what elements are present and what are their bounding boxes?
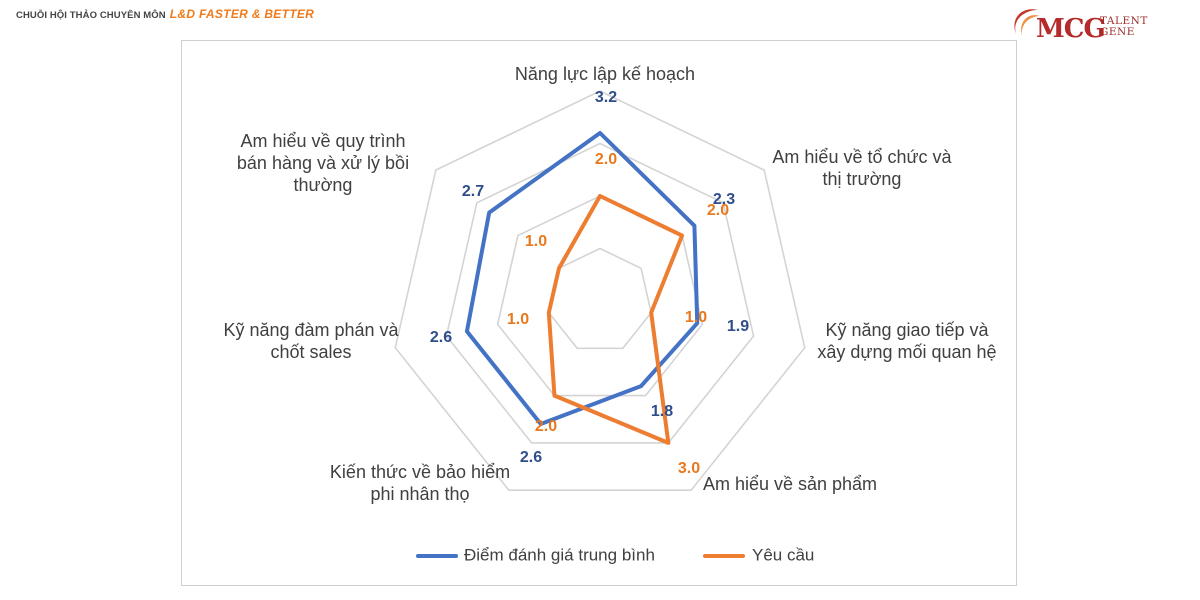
axis-label-2: Am hiểu về tổ chức và thị trường bbox=[772, 147, 952, 189]
data-label-score-7: 2.7 bbox=[462, 183, 484, 200]
axis-label-7: Am hiểu về quy trình bán hàng và xử lý bồ… bbox=[237, 131, 409, 195]
data-label-score-6: 2.6 bbox=[430, 329, 452, 346]
logo-brand: MCG bbox=[1036, 14, 1106, 44]
axis-label-1: Năng lực lập kế hoạch bbox=[515, 64, 695, 84]
data-label-requirement-4: 3.0 bbox=[678, 460, 700, 477]
company-logo: MCG TALENT GENE bbox=[1008, 4, 1188, 48]
axis-label-5: Kiến thức về bảo hiểm phi nhân thọ bbox=[330, 462, 510, 504]
grid-ring-1 bbox=[547, 247, 653, 350]
series-title: L&D FASTER & BETTER bbox=[169, 7, 315, 21]
axis-label-line: Kỹ năng giao tiếp và bbox=[825, 320, 989, 340]
series-line-1 bbox=[464, 131, 700, 426]
data-label-score-4: 1.8 bbox=[651, 403, 673, 420]
axis-label-line: phi nhân thọ bbox=[370, 484, 469, 504]
axis-label-line: Am hiểu về sản phẩm bbox=[703, 474, 877, 494]
grid-ring-4 bbox=[394, 90, 806, 492]
data-label-requirement-5: 2.0 bbox=[535, 418, 557, 435]
data-label-requirement-7: 1.0 bbox=[525, 233, 547, 250]
logo-swoosh-icon bbox=[1014, 9, 1040, 36]
legend-label-1: Điểm đánh giá trung bình bbox=[464, 545, 655, 564]
series-line-2 bbox=[546, 194, 685, 445]
axis-label-line: Am hiểu về quy trình bbox=[240, 131, 405, 151]
logo-line1: TALENT bbox=[1100, 15, 1148, 27]
axis-label-line: Kiến thức về bảo hiểm bbox=[330, 462, 510, 482]
data-label-score-2: 2.3 bbox=[713, 191, 735, 208]
axis-label-3: Kỹ năng giao tiếp và xây dựng mối quan hệ bbox=[817, 320, 996, 362]
series-prefix: CHUỖI HỘI THẢO CHUYÊN MÔN bbox=[16, 10, 166, 21]
axis-label-line: Kỹ năng đàm phán và bbox=[223, 320, 399, 340]
axis-label-4: Am hiểu về sản phẩm bbox=[703, 474, 877, 494]
axis-label-line: bán hàng và xử lý bồi bbox=[237, 153, 409, 173]
data-label-score-5: 2.6 bbox=[520, 449, 542, 466]
axis-label-6: Kỹ năng đàm phán và chốt sales bbox=[223, 320, 399, 362]
legend-label-2: Yêu cầu bbox=[752, 545, 814, 564]
logo-line2: GENE bbox=[1100, 26, 1135, 38]
axis-label-line: thị trường bbox=[823, 169, 902, 189]
axis-label-line: Am hiểu về tổ chức và bbox=[772, 147, 952, 167]
data-label-score-1: 3.2 bbox=[595, 89, 617, 106]
data-label-requirement-1: 2.0 bbox=[595, 151, 617, 168]
data-label-requirement-6: 1.0 bbox=[507, 311, 529, 328]
axis-label-line: chốt sales bbox=[270, 342, 351, 362]
data-label-requirement-2: 2.0 bbox=[707, 202, 729, 219]
series-header: CHUỖI HỘI THẢO CHUYÊN MÔN L&D FASTER & BE… bbox=[16, 7, 314, 21]
chart-frame bbox=[181, 40, 1017, 586]
data-label-requirement-3: 1.0 bbox=[685, 309, 707, 326]
data-label-score-3: 1.9 bbox=[727, 318, 749, 335]
axis-label-line: Năng lực lập kế hoạch bbox=[515, 64, 695, 84]
axis-label-line: thường bbox=[294, 175, 353, 195]
axis-label-line: xây dựng mối quan hệ bbox=[817, 342, 996, 362]
grid-ring-3 bbox=[445, 142, 755, 444]
grid-ring-2 bbox=[496, 195, 704, 397]
